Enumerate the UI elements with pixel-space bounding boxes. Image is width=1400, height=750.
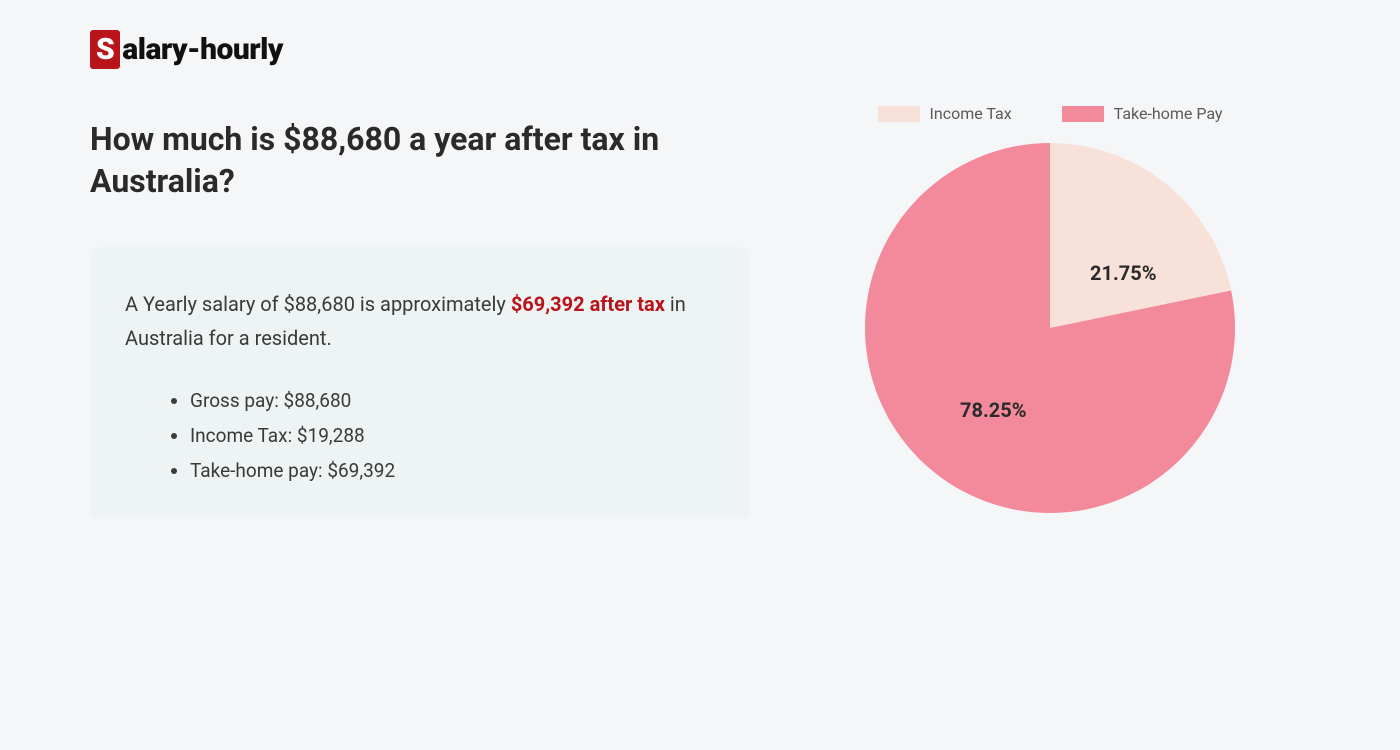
chart-legend: Income Tax Take-home Pay <box>840 104 1260 123</box>
summary-prefix: A Yearly salary of $88,680 is approximat… <box>125 292 511 316</box>
list-item: Take-home pay: $69,392 <box>190 453 715 488</box>
legend-label: Take-home Pay <box>1114 104 1223 123</box>
pie-body <box>865 143 1235 513</box>
legend-item-take-home: Take-home Pay <box>1062 104 1223 123</box>
page-title: How much is $88,680 a year after tax in … <box>90 119 750 202</box>
pie-chart: 21.75% 78.25% <box>865 143 1235 513</box>
legend-label: Income Tax <box>930 104 1012 123</box>
summary-highlight: $69,392 after tax <box>511 292 665 316</box>
list-item: Gross pay: $88,680 <box>190 383 715 418</box>
legend-swatch <box>878 106 920 122</box>
logo-badge: S <box>90 30 120 69</box>
legend-swatch <box>1062 106 1104 122</box>
summary-card: A Yearly salary of $88,680 is approximat… <box>90 247 750 518</box>
legend-item-income-tax: Income Tax <box>878 104 1012 123</box>
site-logo: Salary-hourly <box>90 30 1310 69</box>
slice-label-take-home: 78.25% <box>960 398 1026 422</box>
summary-text: A Yearly salary of $88,680 is approximat… <box>125 287 715 355</box>
logo-text: alary-hourly <box>122 32 283 67</box>
list-item: Income Tax: $19,288 <box>190 418 715 453</box>
breakdown-list: Gross pay: $88,680 Income Tax: $19,288 T… <box>125 383 715 488</box>
slice-label-income-tax: 21.75% <box>1090 261 1156 285</box>
